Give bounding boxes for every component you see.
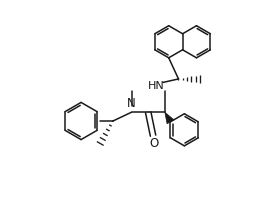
Text: N: N — [127, 97, 136, 110]
Polygon shape — [165, 112, 174, 124]
Text: O: O — [150, 137, 159, 150]
Text: HN: HN — [148, 81, 164, 91]
